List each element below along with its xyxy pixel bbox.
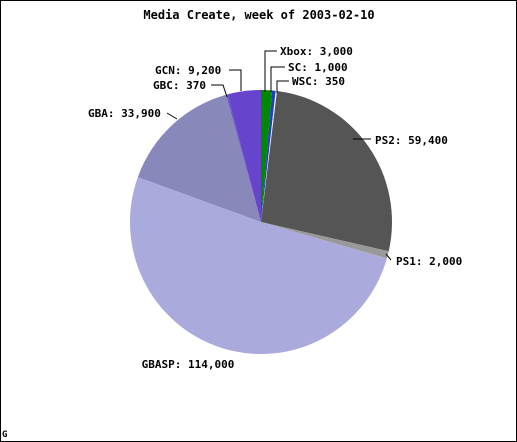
chart-title: Media Create, week of 2003-02-10 xyxy=(143,8,374,22)
corner-logo: G xyxy=(2,430,8,440)
pie-slice-gbasp xyxy=(129,177,387,355)
pie-slices xyxy=(129,90,393,355)
leader-line-gbc xyxy=(211,84,228,98)
slice-label-gbasp: GBASP: 114,000 xyxy=(142,358,235,371)
slice-label-ps1: PS1: 2,000 xyxy=(396,255,462,268)
pie-slice-ps1 xyxy=(261,222,389,259)
pie-slice-gba xyxy=(137,94,261,222)
slice-label-xbox: Xbox: 3,000 xyxy=(280,45,353,58)
leader-line-gcn xyxy=(229,69,242,91)
pie-slice-ps2 xyxy=(261,90,393,252)
slice-label-gba: GBA: 33,900 xyxy=(88,107,161,120)
label-leader-lines xyxy=(166,50,392,261)
pie-slice-gbc xyxy=(226,94,261,222)
pie-slice-wsc xyxy=(261,90,277,222)
leader-line-sc xyxy=(270,66,285,92)
leader-line-wsc xyxy=(276,80,289,93)
leader-line-xbox xyxy=(264,50,277,92)
slice-label-sc: SC: 1,000 xyxy=(288,61,348,74)
leader-line-gba xyxy=(166,112,178,120)
slice-label-gcn: GCN: 9,200 xyxy=(155,64,221,77)
pie-slice-gcn xyxy=(227,90,261,222)
pie-slice-sc xyxy=(261,90,276,222)
slice-label-gbc: GBC: 370 xyxy=(153,79,206,92)
pie-slice-xbox xyxy=(261,90,273,222)
slice-label-ps2: PS2: 59,400 xyxy=(375,134,448,147)
slice-label-wsc: WSC: 350 xyxy=(292,75,345,88)
leader-line-ps1 xyxy=(385,253,392,261)
